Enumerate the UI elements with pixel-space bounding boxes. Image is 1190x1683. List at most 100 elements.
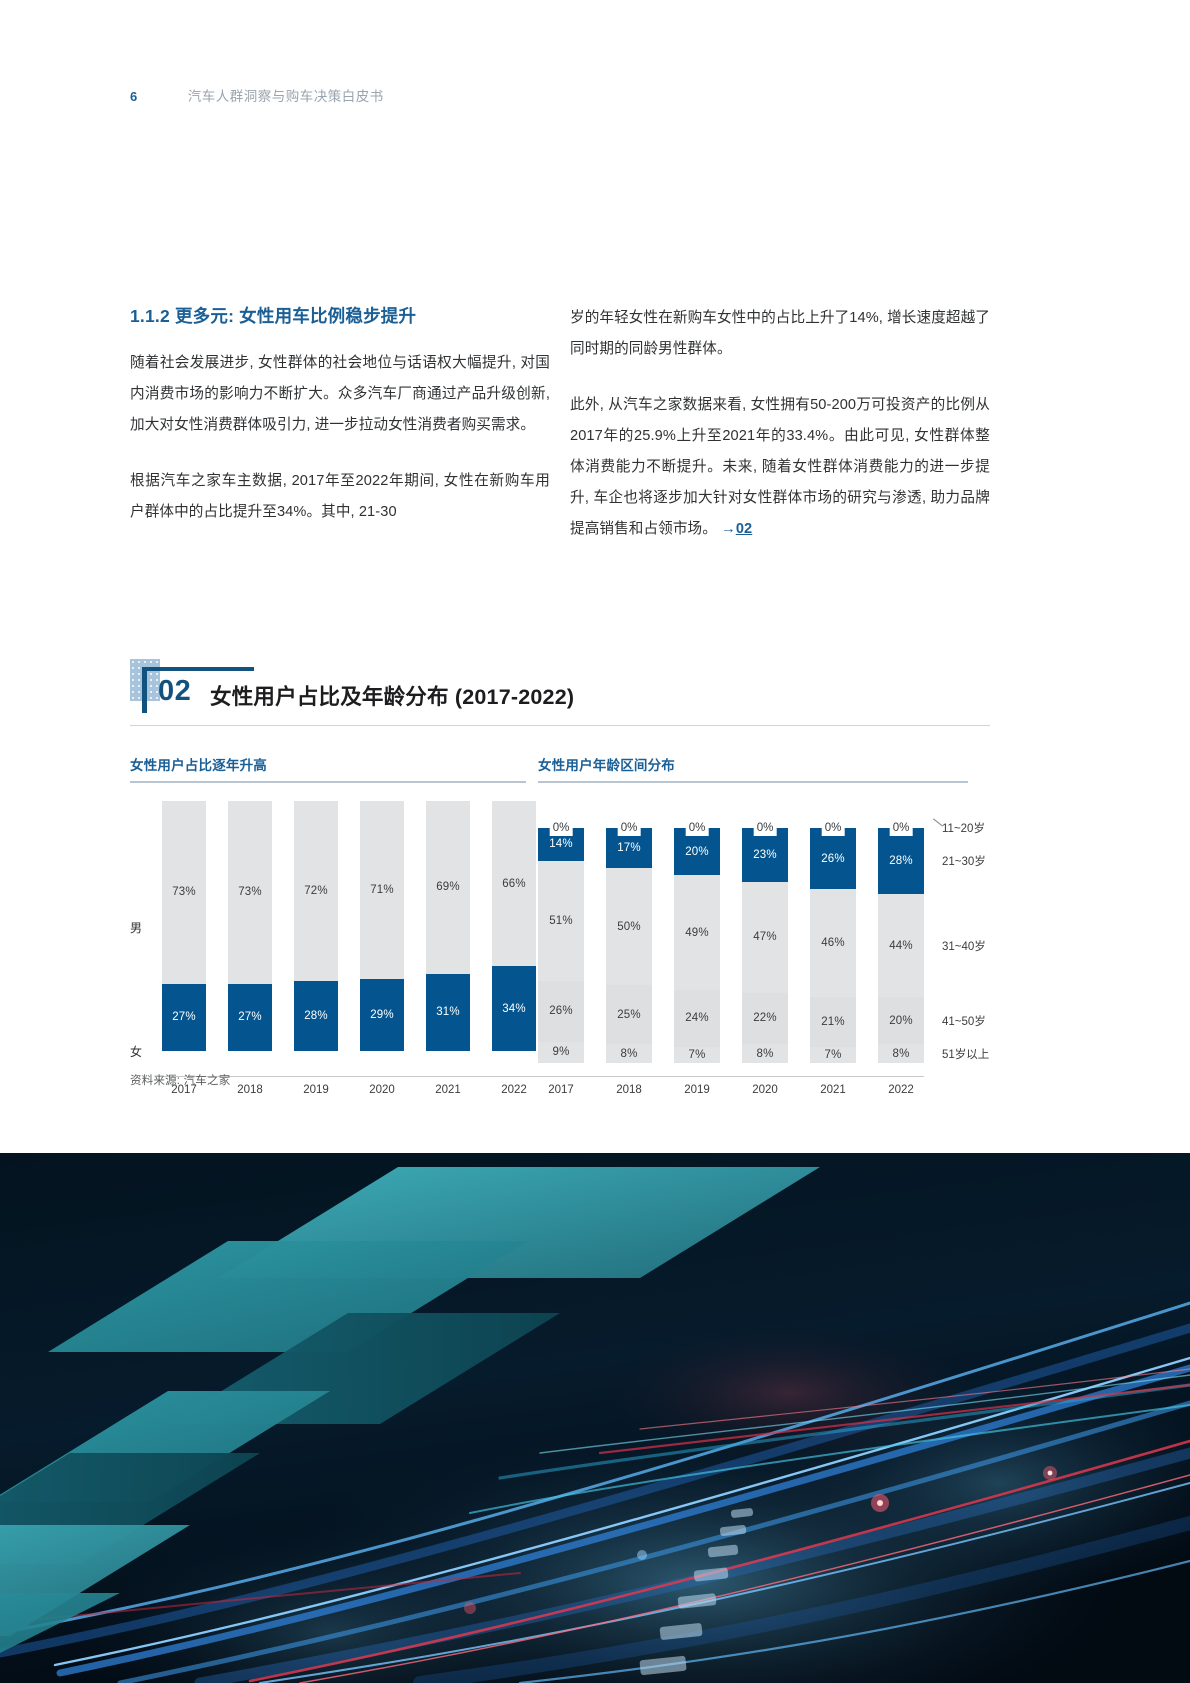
age-legend-item: 11~20岁 (942, 823, 985, 835)
age-bar-value: 20% (685, 845, 709, 858)
chart-gender-subtitle: 女性用户占比逐年升高 (130, 758, 267, 773)
age-x-tick: 2017 (548, 1084, 574, 1096)
age-zero-callout: 0% (821, 821, 845, 836)
paragraph-4-text: 此外, 从汽车之家数据来看, 女性拥有50-200万可投资产的比例从2017年的… (570, 397, 990, 537)
axis-label-male: 男 (130, 921, 143, 935)
gender-bar-value: 72% (304, 885, 328, 897)
figure-02: 02 女性用户占比及年龄分布 (2017-2022) 女性用户占比逐年升高 男 … (130, 655, 990, 1096)
gender-bar: 69% 31% (426, 801, 470, 1051)
gender-bar-segment: 27% (162, 983, 206, 1051)
light-trails-illustration (0, 1153, 1190, 1683)
gender-bar-segment: 34% (492, 966, 536, 1051)
gender-x-tick: 2019 (303, 1084, 329, 1096)
gender-x-axis: 2017 2018 2019 2020 2021 2022 (162, 1076, 538, 1096)
chart-gender-share: 女性用户占比逐年升高 男 女 73% 27% 73% 27% 72% 28% 71% 29% 6… (130, 754, 538, 1096)
age-bar-segment: 8% (878, 1044, 924, 1063)
gender-bar-value: 66% (502, 877, 526, 890)
gender-bar: 72% 28% (294, 801, 338, 1051)
chart-age-rule (538, 781, 968, 783)
age-bar-value: 20% (889, 1014, 913, 1027)
gender-bar-segment: 73% (162, 801, 206, 984)
gender-bar-segment: 71% (360, 801, 404, 979)
age-bar-segment: 7% (674, 1046, 720, 1063)
age-bar-segment: 26% (538, 980, 584, 1042)
age-zero-callout: 0% (889, 821, 913, 836)
gender-bar-value: 69% (436, 881, 460, 894)
age-bar-value: 14% (549, 838, 573, 851)
gender-bar-segment: 31% (426, 973, 470, 1051)
figure-title: 女性用户占比及年龄分布 (2017-2022) (210, 685, 575, 709)
age-x-tick: 2022 (888, 1084, 914, 1096)
gender-bar: 66% 34% (492, 801, 536, 1051)
age-bar-segment: 8% (742, 1044, 788, 1063)
age-bar-segment: 47% (742, 882, 788, 993)
gender-bar-segment: 72% (294, 801, 338, 981)
age-x-tick: 2020 (752, 1084, 778, 1096)
age-bar-segment: 28% (878, 828, 924, 894)
chart-age-plot: 14% 51% 26% 9% 0% 17% 50% 25% 8% 0% 20% 49% 24% 7% 0% 2… (538, 801, 990, 1071)
gender-bar-segment: 73% (228, 801, 272, 984)
right-text-column: 岁的年轻女性在新购车女性中的占比上升了14%, 增长速度超越了同时期的同龄男性群… (570, 303, 990, 545)
age-bar-segment: 23% (742, 828, 788, 883)
age-bar-value: 26% (549, 1005, 573, 1018)
age-bar-value: 8% (620, 1047, 638, 1060)
chart-age-subtitle: 女性用户年龄区间分布 (538, 758, 675, 773)
gender-bar-value: 27% (238, 1011, 262, 1024)
age-bar-segment: 44% (878, 893, 924, 998)
age-bar-segment: 51% (538, 860, 584, 981)
age-bar-value: 17% (617, 841, 641, 854)
gender-bar-value: 27% (172, 1011, 196, 1024)
age-bar-segment: 9% (538, 1041, 584, 1063)
age-bar-group: 14% 51% 26% 9% 0% 17% 50% 25% 8% 0% 20% 49% 24% 7% 0% 2… (538, 801, 990, 1063)
age-bar-segment: 26% (810, 828, 856, 890)
age-bar: 28% 44% 20% 8% 0% (878, 801, 924, 1063)
figure-badge-rule-horizontal (142, 667, 254, 671)
gender-x-tick: 2017 (171, 1084, 197, 1096)
age-bar-segment: 17% (606, 828, 652, 868)
age-bar-value: 22% (753, 1012, 777, 1025)
gender-bar: 71% 29% (360, 801, 404, 1051)
gender-bar-segment: 66% (492, 801, 536, 966)
age-bar: 14% 51% 26% 9% 0% (538, 801, 584, 1063)
age-bar-value: 8% (892, 1047, 910, 1060)
chart-age-distribution: 女性用户年龄区间分布 14% 51% 26% 9% 0% 17% 50% 25% 8% 0% 20%… (538, 754, 990, 1096)
gender-bar: 73% 27% (228, 801, 272, 1051)
gender-bar-segment: 69% (426, 801, 470, 974)
age-bar: 17% 50% 25% 8% 0% (606, 801, 652, 1063)
charts-row: 女性用户占比逐年升高 男 女 73% 27% 73% 27% 72% 28% 71% 29% 6… (130, 754, 990, 1096)
axis-label-female: 女 (130, 1045, 143, 1059)
gender-x-tick: 2021 (435, 1084, 461, 1096)
page-number: 6 (130, 89, 138, 104)
age-bar-segment: 22% (742, 992, 788, 1045)
age-bar-value: 24% (685, 1012, 709, 1025)
age-bar-value: 46% (821, 937, 845, 950)
age-bar: 23% 47% 22% 8% 0% (742, 801, 788, 1063)
gender-bar-value: 31% (436, 1006, 460, 1019)
age-bar-value: 23% (753, 849, 777, 862)
gender-bar-value: 28% (304, 1010, 328, 1022)
figure-header: 02 女性用户占比及年龄分布 (2017-2022) (130, 655, 990, 715)
chart-gender-plot: 男 女 73% 27% 73% 27% 72% 28% 71% 29% 69% 31% 66% 34% (130, 801, 538, 1071)
paragraph-1: 随着社会发展进步, 女性群体的社会地位与话语权大幅提升, 对国内消费市场的影响力… (130, 355, 550, 433)
bottom-decorative-artwork (0, 1153, 1190, 1683)
figure-badge-rule-vertical (142, 667, 147, 713)
age-bar-value: 50% (617, 920, 641, 933)
age-bar-value: 8% (756, 1047, 774, 1060)
age-bar-value: 21% (821, 1015, 845, 1028)
figure-number: 02 (158, 675, 192, 707)
age-bar-value: 7% (824, 1048, 842, 1061)
age-x-tick: 2018 (616, 1084, 642, 1096)
paragraph-2: 根据汽车之家车主数据, 2017年至2022年期间, 女性在新购车用户群体中的占… (130, 473, 550, 520)
age-legend-item: 21~30岁 (942, 855, 986, 868)
age-bar-value: 49% (685, 926, 709, 939)
age-legend-item: 51岁以上 (942, 1048, 990, 1061)
gender-bar-value: 34% (502, 1002, 526, 1015)
age-legend: 11~20岁 21~30岁 31~40岁 41~50岁 51岁以上 (932, 801, 1024, 1063)
gender-bar-value: 29% (370, 1008, 394, 1021)
age-bar-value: 28% (889, 854, 913, 867)
figure-reference-link[interactable]: 02 (735, 521, 753, 537)
gender-bar-segment: 28% (294, 981, 338, 1051)
age-bar-segment: 21% (810, 997, 856, 1047)
age-bar-segment: 20% (878, 997, 924, 1045)
age-bar-value: 47% (753, 931, 777, 944)
